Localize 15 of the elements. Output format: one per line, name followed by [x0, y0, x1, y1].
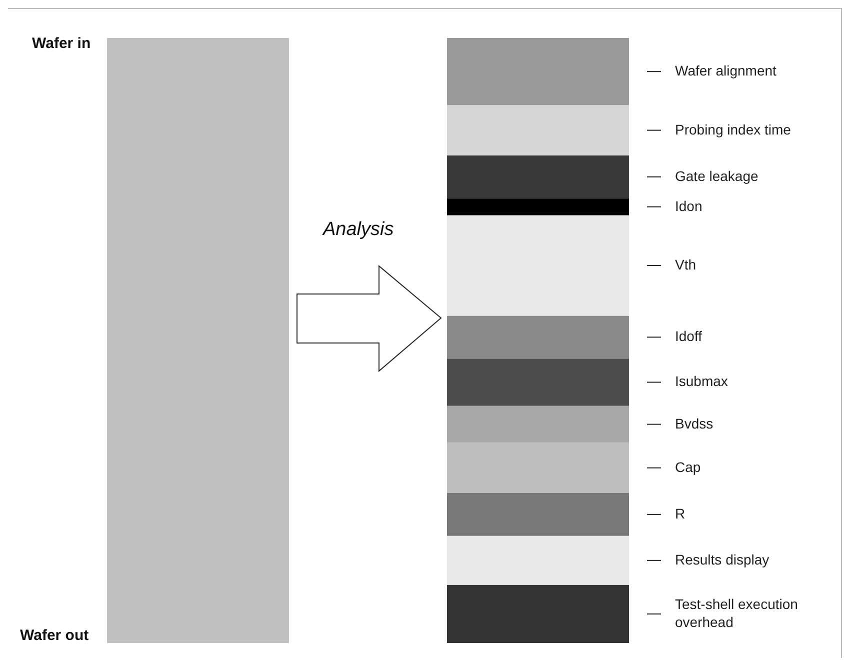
text: Idoff [675, 328, 702, 344]
text: Isubmax [675, 372, 728, 389]
text: Cap [675, 458, 701, 475]
text: Bvdss [675, 414, 714, 431]
annotation: Wafer out [20, 627, 89, 644]
text: Results display [675, 551, 770, 568]
text: Gate leakage [675, 168, 758, 184]
annotation: Wafer in [32, 35, 91, 52]
text: Probing index time [675, 120, 792, 137]
annotation: Analysis [323, 219, 394, 241]
text: Test-shell execution overhead [675, 596, 798, 630]
text: Wafer alignment [675, 62, 777, 78]
text: R [675, 505, 686, 522]
text: Vth [675, 256, 696, 272]
text: Idon [675, 198, 702, 214]
